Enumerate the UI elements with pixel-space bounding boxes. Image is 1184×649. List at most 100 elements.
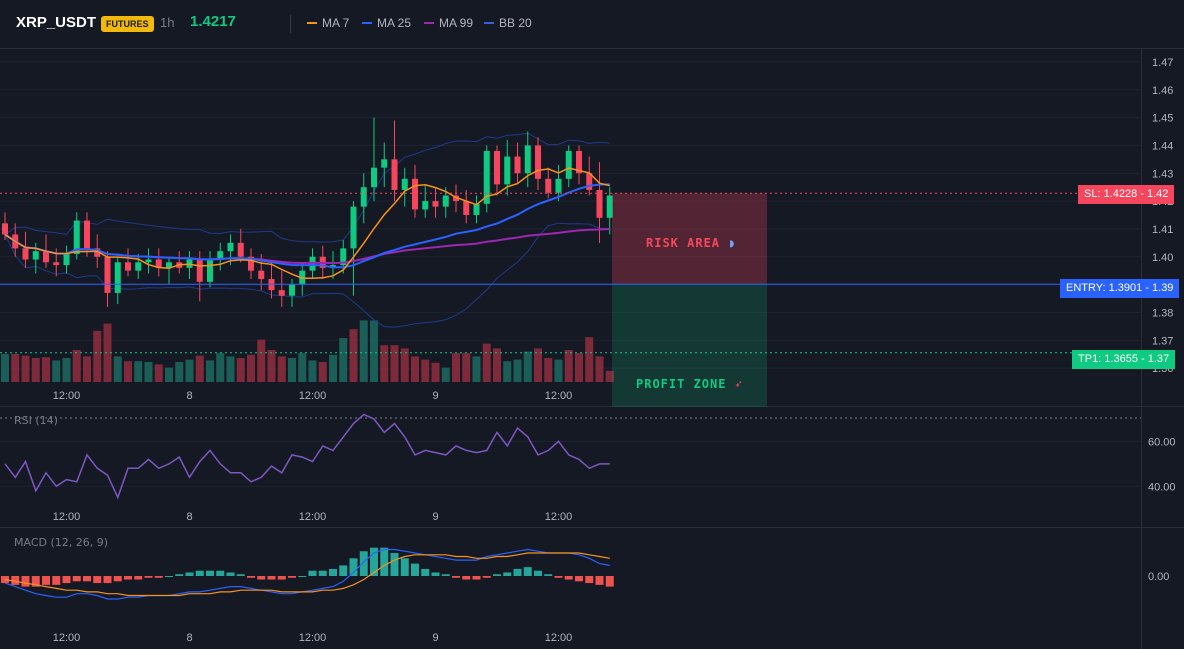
candle-body [545, 178, 552, 193]
candle-body [237, 242, 244, 257]
candle-body [483, 150, 490, 204]
timeframe-label[interactable]: 1h [160, 15, 175, 30]
candle-body [422, 201, 429, 210]
price-tick-label: 1.37 [1152, 335, 1173, 347]
candle-body [463, 201, 470, 215]
volume-bar [441, 367, 450, 382]
macd-histogram-bar [175, 574, 184, 576]
macd-histogram-bar [195, 570, 204, 576]
candle-body [145, 259, 152, 263]
volume-bar [206, 360, 214, 382]
candle-body [32, 251, 39, 260]
legend-swatch [424, 22, 434, 24]
candle-body [2, 223, 8, 235]
profit-zone [612, 284, 767, 407]
legend-ma25[interactable]: MA 25 [362, 16, 411, 30]
macd-histogram-bar [124, 576, 132, 580]
sl-price-label[interactable]: SL: 1.4228 - 1.42 [1078, 185, 1175, 204]
macd-histogram-bar [42, 576, 50, 585]
macd-histogram-bar [605, 576, 614, 587]
legend-ma99[interactable]: MA 99 [424, 16, 473, 30]
candle-body [606, 195, 613, 218]
candle-body [166, 262, 172, 268]
volume-bar [124, 361, 132, 382]
ma99-line [4, 228, 610, 265]
macd-histogram-bar [544, 574, 553, 576]
volume-bar [359, 320, 368, 382]
macd-histogram-bar [206, 570, 214, 576]
macd-histogram-bar [431, 572, 440, 576]
candle-body [576, 150, 582, 174]
candle-body [248, 256, 254, 271]
candle-body [401, 178, 408, 190]
candle-body [63, 253, 70, 266]
volume-bar [72, 350, 81, 382]
legend-swatch [307, 22, 317, 24]
macd-histogram-bar [452, 576, 460, 578]
candle-body [258, 270, 265, 280]
volume-bar [257, 339, 266, 382]
tp1-price-label[interactable]: TP1: 1.3655 - 1.37 [1072, 350, 1176, 369]
candle-body [412, 178, 418, 210]
volume-bar [154, 364, 163, 382]
entry-price-label[interactable]: ENTRY: 1.3901 - 1.39 [1060, 279, 1180, 298]
volume-bar [503, 361, 512, 382]
shield-icon: ◗ [728, 236, 737, 250]
candle-body [94, 248, 101, 257]
rsi-line [4, 413, 610, 500]
price-tick-label: 1.41 [1152, 224, 1173, 236]
macd-histogram-bar [83, 576, 91, 582]
candle-body [381, 159, 388, 168]
risk-area-text: RISK AREA [646, 236, 721, 250]
volume-bar [544, 358, 553, 382]
macd-histogram-bar [31, 576, 40, 587]
legend-bb20[interactable]: BB 20 [484, 16, 532, 30]
macd-histogram-bar [144, 576, 153, 578]
candle-body [196, 259, 203, 282]
volume-bar [421, 359, 430, 382]
macd-histogram-bar [113, 576, 122, 582]
macd-histogram-bar [595, 576, 604, 585]
legend-swatch [484, 22, 494, 24]
volume-bar [247, 354, 255, 382]
macd-histogram-bar [236, 574, 245, 576]
volume-bar [93, 330, 102, 382]
candle-body [453, 195, 459, 202]
volume-bar [134, 361, 143, 382]
volume-bar [42, 357, 50, 382]
volume-bar [585, 337, 594, 382]
time-tick-label: 12:00 [53, 390, 81, 402]
macd-histogram-bar [185, 572, 194, 576]
macd-histogram-bar [247, 576, 255, 578]
legend-label: MA 99 [439, 16, 474, 30]
macd-histogram-bar [493, 574, 501, 576]
volume-bar [226, 356, 235, 382]
macd-histogram-bar [380, 547, 389, 576]
macd-title: MACD (12, 26, 9) [14, 536, 109, 549]
volume-bar [595, 356, 604, 382]
rsi-tick-label: 40.00 [1148, 481, 1176, 493]
macd-histogram-bar [534, 570, 542, 576]
time-tick-label: 8 [186, 632, 192, 644]
macd-histogram-bar [575, 576, 583, 582]
volume-bar [21, 355, 30, 382]
legend-ma7[interactable]: MA 7 [307, 16, 349, 30]
macd-histogram-bar [585, 576, 594, 584]
symbol-name[interactable]: XRP_USDT [16, 14, 97, 31]
candle-body [340, 248, 347, 266]
price-tick-label: 1.38 [1152, 307, 1173, 319]
macd-histogram-bar [103, 576, 112, 584]
profit-zone-text: PROFIT ZONE [636, 377, 727, 391]
macd-histogram-bar [462, 576, 471, 580]
candle-body [22, 248, 29, 260]
candle-body [155, 259, 162, 268]
volume-bar [452, 353, 460, 382]
candle-body [494, 150, 500, 185]
candle-body [135, 262, 142, 271]
candle-body [524, 145, 531, 174]
macd-histogram-bar [472, 576, 481, 580]
macd-histogram-bar [277, 576, 286, 580]
candle-body [43, 251, 49, 263]
entry-axis-value: 1.39 [1152, 282, 1174, 294]
